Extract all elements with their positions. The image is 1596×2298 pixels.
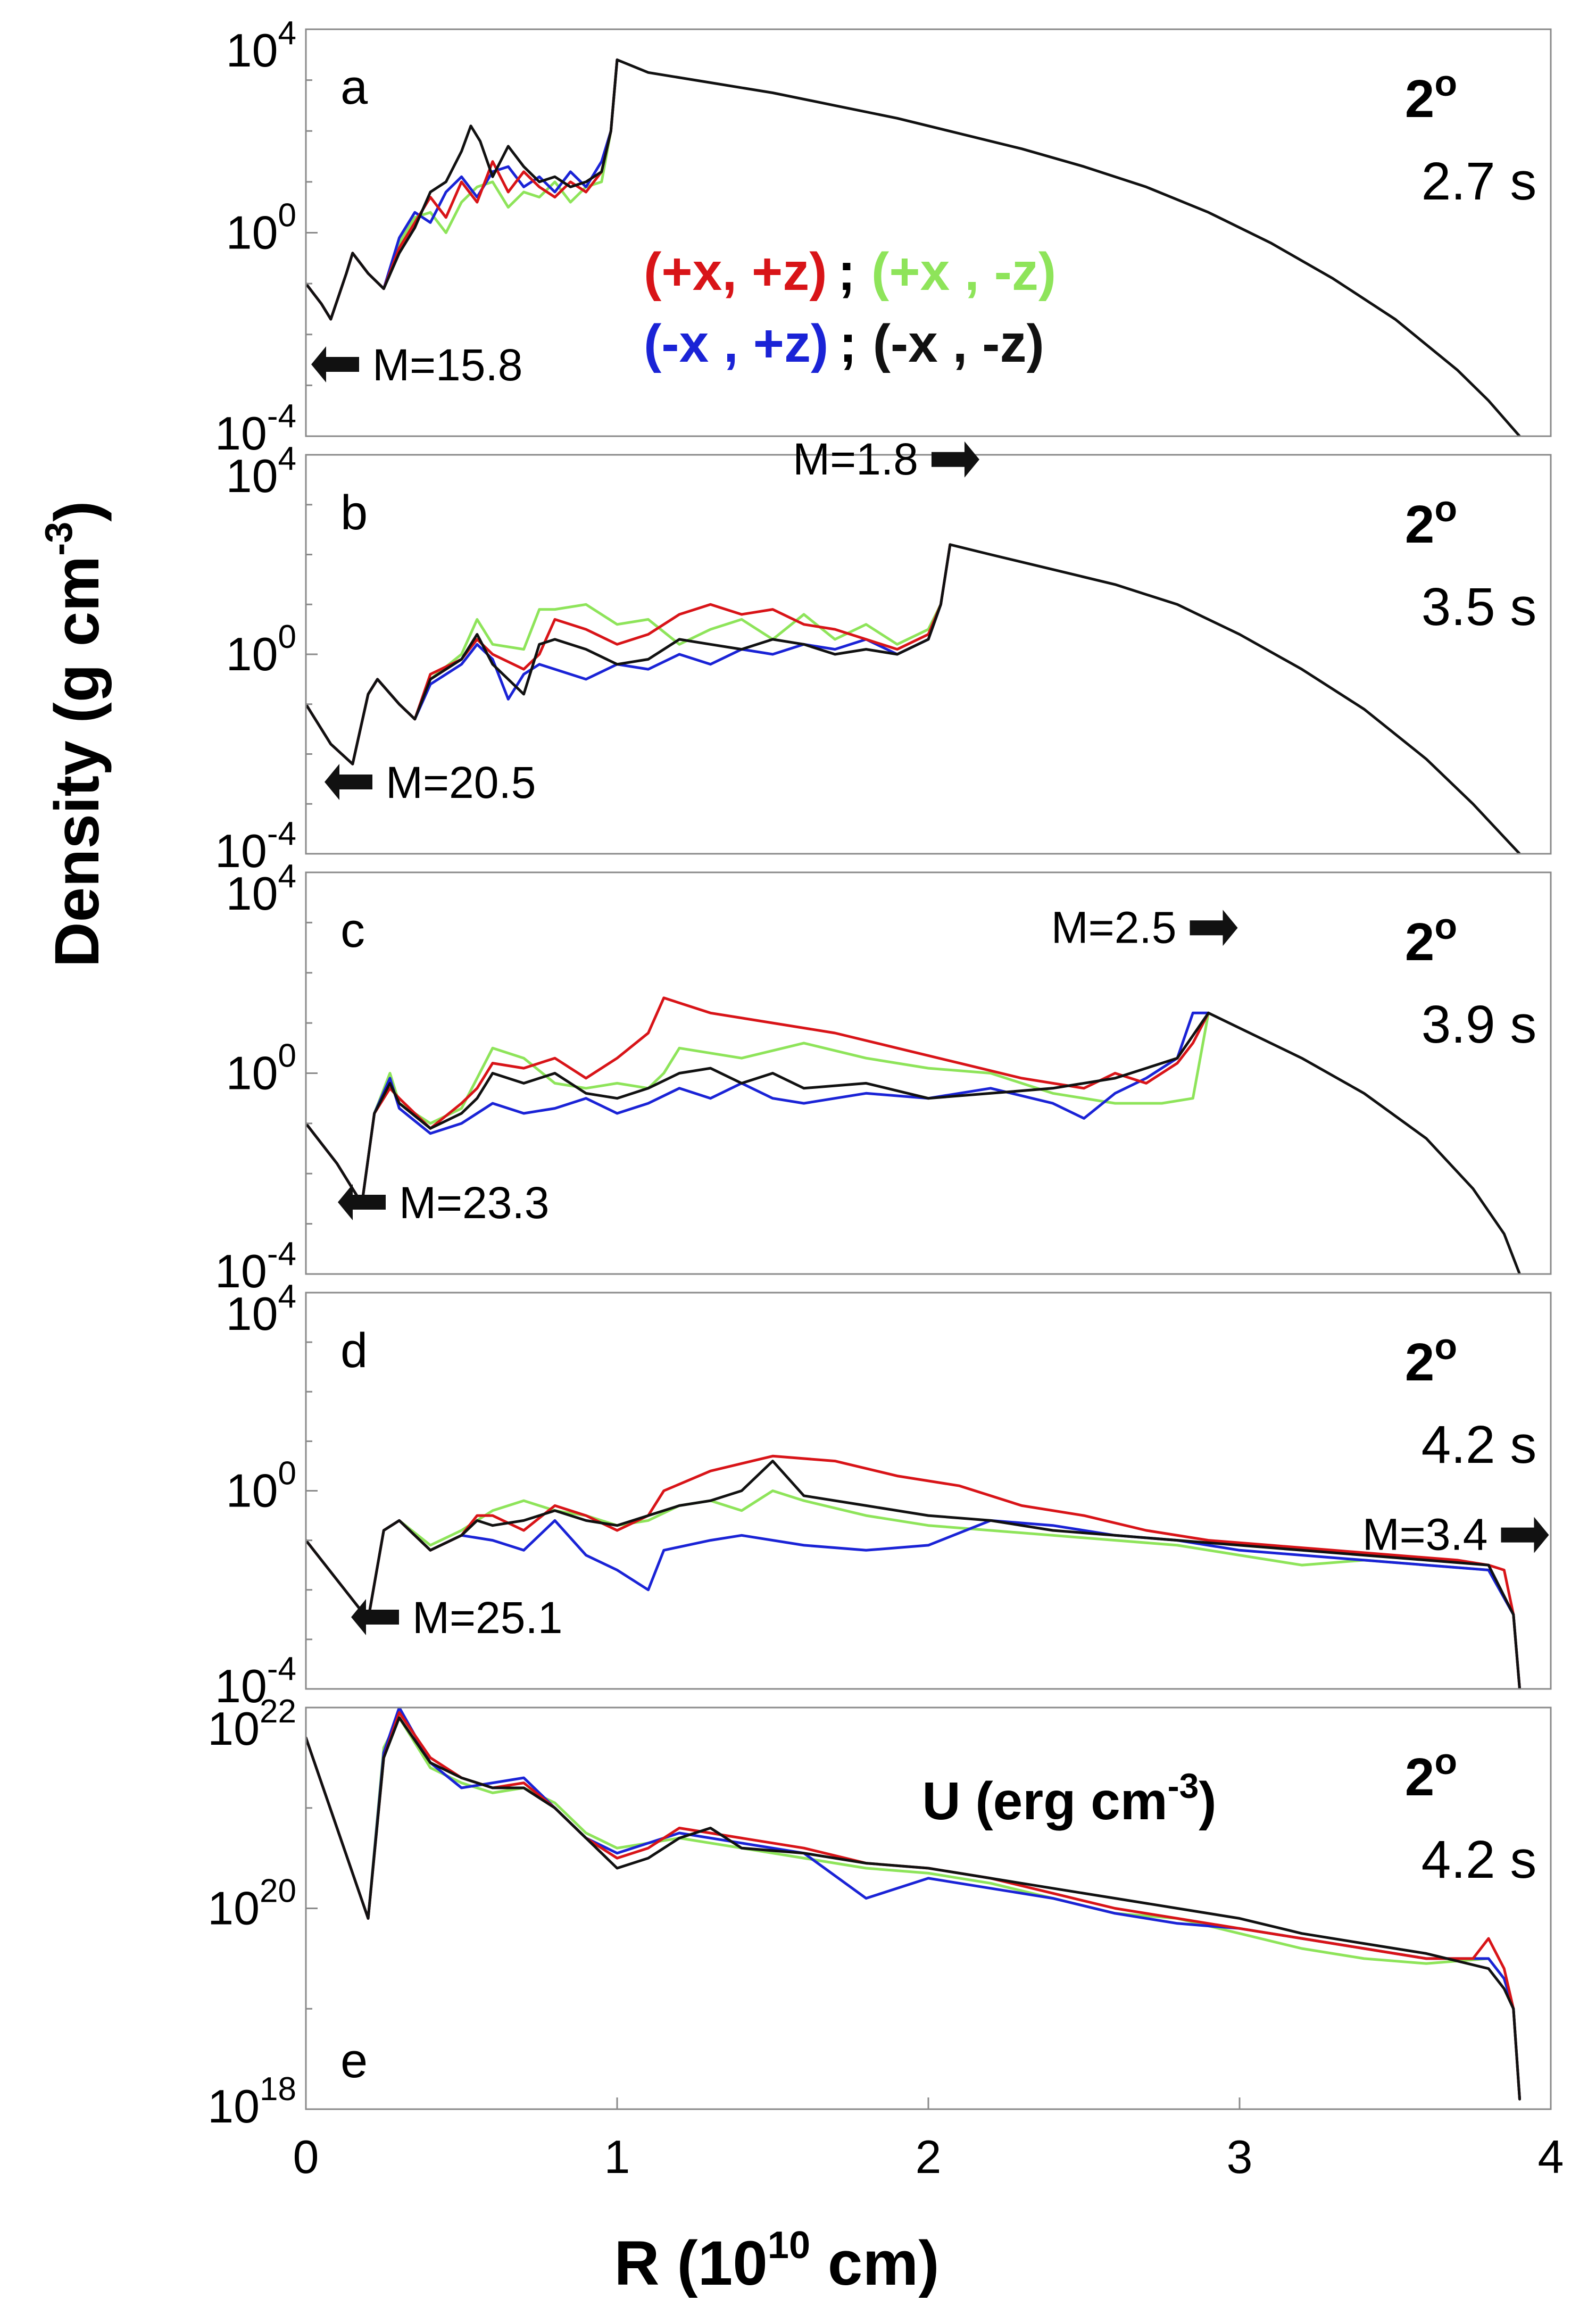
panel-e-time: 4.2 s [1422, 1830, 1537, 1889]
panel-a-letter: a [340, 60, 368, 114]
panel-d-mach-outer: M=3.4 [1362, 1510, 1488, 1560]
panel-b-series [306, 543, 1521, 854]
panel-e-series-0 [306, 1711, 1521, 2101]
panel-a-inner-arrow-icon [311, 346, 359, 382]
panel-b-ytick-label-2: 10-4 [215, 815, 296, 877]
panel-c-series-1 [306, 1011, 1210, 1205]
panel-c-ytick-label-1: 100 [226, 1038, 296, 1100]
y-axis-title: Density (g cm-3) [38, 501, 112, 967]
panel-e-series-1 [306, 1716, 1521, 2101]
panel-b-time: 3.5 s [1422, 577, 1537, 637]
panel-c-letter: c [340, 903, 365, 958]
panel-e-frame [305, 1706, 1552, 2110]
x-axis-title: R (1010 cm) [614, 2224, 939, 2298]
x-tick-label-0: 0 [293, 2130, 319, 2183]
panel-a-series [306, 58, 1521, 436]
panel-a-series-3 [306, 58, 1521, 436]
panel-b-series-0 [306, 543, 952, 765]
panel-c: 104 100 10-4 c 2o 3.9 s M=2.5 M=23.3 [215, 858, 1552, 1297]
svg-text:(+x, +z);(+x , -z): (+x, +z); (+x , -z) [644, 242, 1056, 302]
panel-b-series-2 [306, 543, 952, 765]
svg-text:(-x , +z);(-x , -z): (-x , +z); (-x , -z) [644, 314, 1044, 373]
panel-a-mach-inner: M=15.8 [372, 340, 523, 390]
panel-e-series [306, 1708, 1521, 2101]
panel-c-series-0 [306, 996, 1210, 1205]
legend: (+x, +z); (+x , -z) (-x , +z); (-x , -z) [644, 242, 1056, 373]
panel-d-ytick-label-1: 100 [226, 1455, 296, 1517]
panel-c-series-2 [306, 1011, 1210, 1205]
panel-b-series-1 [306, 543, 952, 765]
panel-b: 104 100 10-4 b 2o 3.5 s M=1.8 M=20.5 [215, 434, 1552, 877]
panel-b-ytick-label-0: 104 [226, 440, 296, 502]
panel-b-mach-outer: M=1.8 [793, 434, 918, 484]
panel-e-ytick-label-0: 1022 [207, 1693, 296, 1755]
x-tick-label-2: 2 [916, 2130, 942, 2183]
panel-c-mach-inner: M=23.3 [399, 1178, 550, 1228]
panel-d-angle: 2o [1405, 1326, 1457, 1392]
panel-d-outer-arrow-icon [1501, 1517, 1549, 1553]
panel-e-series-2 [306, 1708, 1521, 2101]
panel-c-outer-arrow-icon [1190, 910, 1238, 946]
panel-b-series-3 [306, 543, 1521, 854]
panel-c-angle: 2o [1405, 905, 1457, 972]
panel-e-series-3 [306, 1716, 1521, 2101]
panel-d-series-3 [306, 1460, 1521, 1689]
panel-e-letter: e [340, 2034, 368, 2088]
legend-separator-1: ; [838, 242, 855, 302]
legend-entry-px-mz: (+x , -z) [871, 242, 1056, 302]
panel-a-angle: 2o [1405, 62, 1457, 129]
panel-c-ytick-label-2: 10-4 [215, 1236, 296, 1297]
panel-d: 104 100 10-4 d 2o 4.2 s M=3.4 M=25.1 [215, 1278, 1552, 1712]
panel-b-ytick-label-1: 100 [226, 619, 296, 680]
x-axis-title-sup: 10 [768, 2224, 810, 2267]
panel-e-angle: 2o [1405, 1741, 1457, 1807]
panel-d-series-1 [306, 1489, 1521, 1689]
panel-b-mach-inner: M=20.5 [386, 757, 536, 807]
x-tick-label-3: 3 [1227, 2130, 1253, 2183]
panel-c-mach-outer: M=2.5 [1051, 902, 1177, 952]
panel-b-outer-arrow-icon [931, 441, 979, 478]
legend-entry-px-pz: (+x, +z) [644, 242, 827, 302]
panel-e-ytick-label-1: 1020 [207, 1873, 296, 1935]
legend-entry-mx-pz: (-x , +z) [644, 314, 828, 373]
panel-e-quantity-label: U (erg cm-3) [922, 1766, 1216, 1831]
panel-c-series [306, 996, 1521, 1274]
y-axis-title-sup: -3 [38, 522, 80, 556]
panel-e-ytick-label-2: 1018 [207, 2071, 296, 2133]
panel-a-ytick-label-2: 10-4 [215, 398, 296, 460]
x-axis: 0 1 2 3 4 [293, 2097, 1564, 2183]
panel-d-ytick-label-2: 10-4 [215, 1651, 296, 1712]
panel-b-letter: b [340, 486, 368, 540]
panel-a-ytick-label-1: 100 [226, 197, 296, 259]
panel-d-mach-inner: M=25.1 [412, 1593, 563, 1643]
panel-d-series [306, 1454, 1521, 1689]
panel-c-ytick-label-0: 104 [226, 858, 296, 920]
panel-e: 1022 1020 1018 e 2o 4.2 s U (erg cm-3) [207, 1693, 1552, 2133]
panel-d-time: 4.2 s [1422, 1415, 1537, 1475]
panel-c-series-3 [306, 1011, 1521, 1274]
panel-d-letter: d [340, 1323, 368, 1378]
panel-c-inner-arrow-icon [338, 1184, 386, 1220]
panel-d-inner-arrow-icon [351, 1599, 399, 1635]
panel-b-angle: 2o [1405, 488, 1457, 554]
legend-entry-mx-mz: (-x , -z) [873, 314, 1044, 373]
panel-b-inner-arrow-icon [325, 764, 372, 800]
panel-a-time: 2.7 s [1422, 152, 1537, 211]
x-tick-label-1: 1 [604, 2130, 630, 2183]
x-tick-label-4: 4 [1538, 2130, 1564, 2183]
legend-separator-2: ; [839, 314, 857, 373]
panel-a-ytick-label-0: 104 [226, 15, 296, 77]
panel-d-ytick-label-0: 104 [226, 1278, 296, 1340]
panel-c-time: 3.9 s [1422, 995, 1537, 1054]
panel-d-series-0 [306, 1454, 1521, 1689]
